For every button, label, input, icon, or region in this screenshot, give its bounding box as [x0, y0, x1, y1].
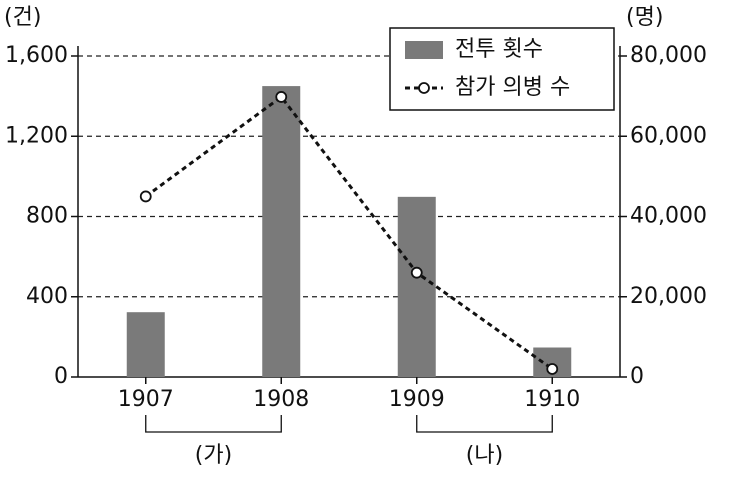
line-point	[139, 190, 152, 203]
y-tick-label: 800	[26, 204, 68, 229]
y-tick-label: 1,600	[5, 43, 68, 68]
y-tick-label: 0	[54, 364, 68, 389]
y2-tick-label: 60,000	[630, 123, 707, 148]
y-tick-label: 400	[26, 284, 68, 309]
legend-label: 전투 횟수	[455, 37, 543, 62]
y2-tick-label: 80,000	[630, 43, 707, 68]
y2-axis-unit: (명)	[626, 5, 663, 30]
bar	[397, 196, 436, 377]
line-point	[275, 91, 288, 103]
y-tick-label: 1,200	[5, 123, 68, 148]
legend-marker	[418, 82, 430, 94]
legend-label: 참가 의병 수	[455, 75, 570, 100]
y-axis-unit: (건)	[4, 5, 41, 30]
x-tick-label: 1907	[118, 387, 174, 412]
line-point	[410, 266, 423, 279]
bracket	[145, 415, 282, 433]
line-point	[546, 363, 559, 375]
annotation: (가)	[195, 443, 232, 468]
bracket	[416, 415, 553, 433]
x-tick-label: 1910	[524, 387, 580, 412]
annotation: (나)	[466, 443, 503, 468]
x-tick-label: 1908	[253, 387, 309, 412]
bar	[126, 312, 165, 377]
x-tick-label: 1909	[389, 387, 445, 412]
line	[144, 94, 554, 371]
y2-tick-label: 0	[630, 364, 644, 389]
y2-tick-label: 20,000	[630, 284, 707, 309]
bar	[262, 86, 301, 377]
legend-swatch	[405, 41, 443, 59]
y2-tick-label: 40,000	[630, 204, 707, 229]
